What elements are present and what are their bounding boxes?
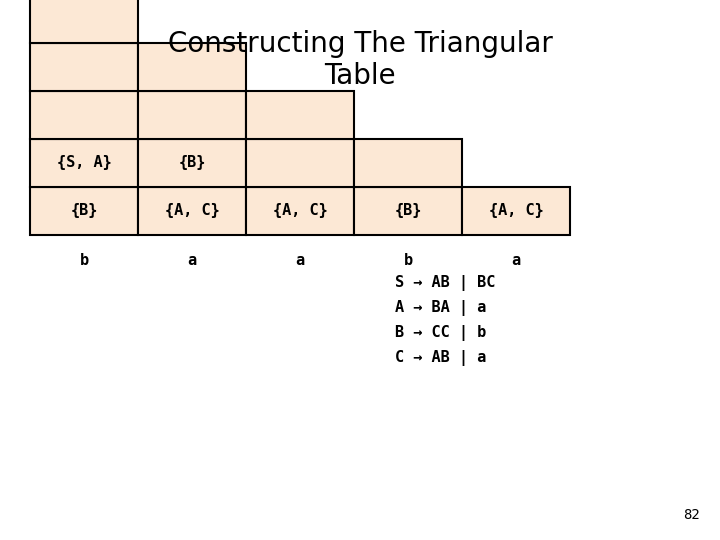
Text: Constructing The Triangular
Table: Constructing The Triangular Table <box>168 30 552 90</box>
Bar <box>246 139 354 187</box>
Text: a: a <box>187 253 197 268</box>
Bar <box>30 139 138 187</box>
Bar <box>30 43 138 91</box>
Text: B → CC | b: B → CC | b <box>395 325 486 341</box>
Bar <box>354 139 462 187</box>
Bar <box>138 91 246 139</box>
Bar <box>246 91 354 139</box>
Bar <box>246 187 354 235</box>
Bar <box>30 187 138 235</box>
Text: {B}: {B} <box>179 156 206 171</box>
Bar <box>138 139 246 187</box>
Text: a: a <box>511 253 521 268</box>
Bar <box>30 0 138 43</box>
Text: 82: 82 <box>683 508 700 522</box>
Text: {A, C}: {A, C} <box>165 204 220 219</box>
Text: S → AB | BC: S → AB | BC <box>395 275 495 291</box>
Bar <box>138 187 246 235</box>
Text: C → AB | a: C → AB | a <box>395 350 486 366</box>
Text: {A, C}: {A, C} <box>489 204 544 219</box>
Text: A → BA | a: A → BA | a <box>395 300 486 316</box>
Text: {B}: {B} <box>395 204 422 219</box>
Text: a: a <box>295 253 305 268</box>
Bar <box>354 187 462 235</box>
Bar <box>138 43 246 91</box>
Bar <box>30 91 138 139</box>
Text: {A, C}: {A, C} <box>273 204 328 219</box>
Bar <box>462 187 570 235</box>
Text: b: b <box>403 253 413 268</box>
Text: {S, A}: {S, A} <box>57 156 112 171</box>
Text: {B}: {B} <box>71 204 98 219</box>
Text: b: b <box>79 253 89 268</box>
